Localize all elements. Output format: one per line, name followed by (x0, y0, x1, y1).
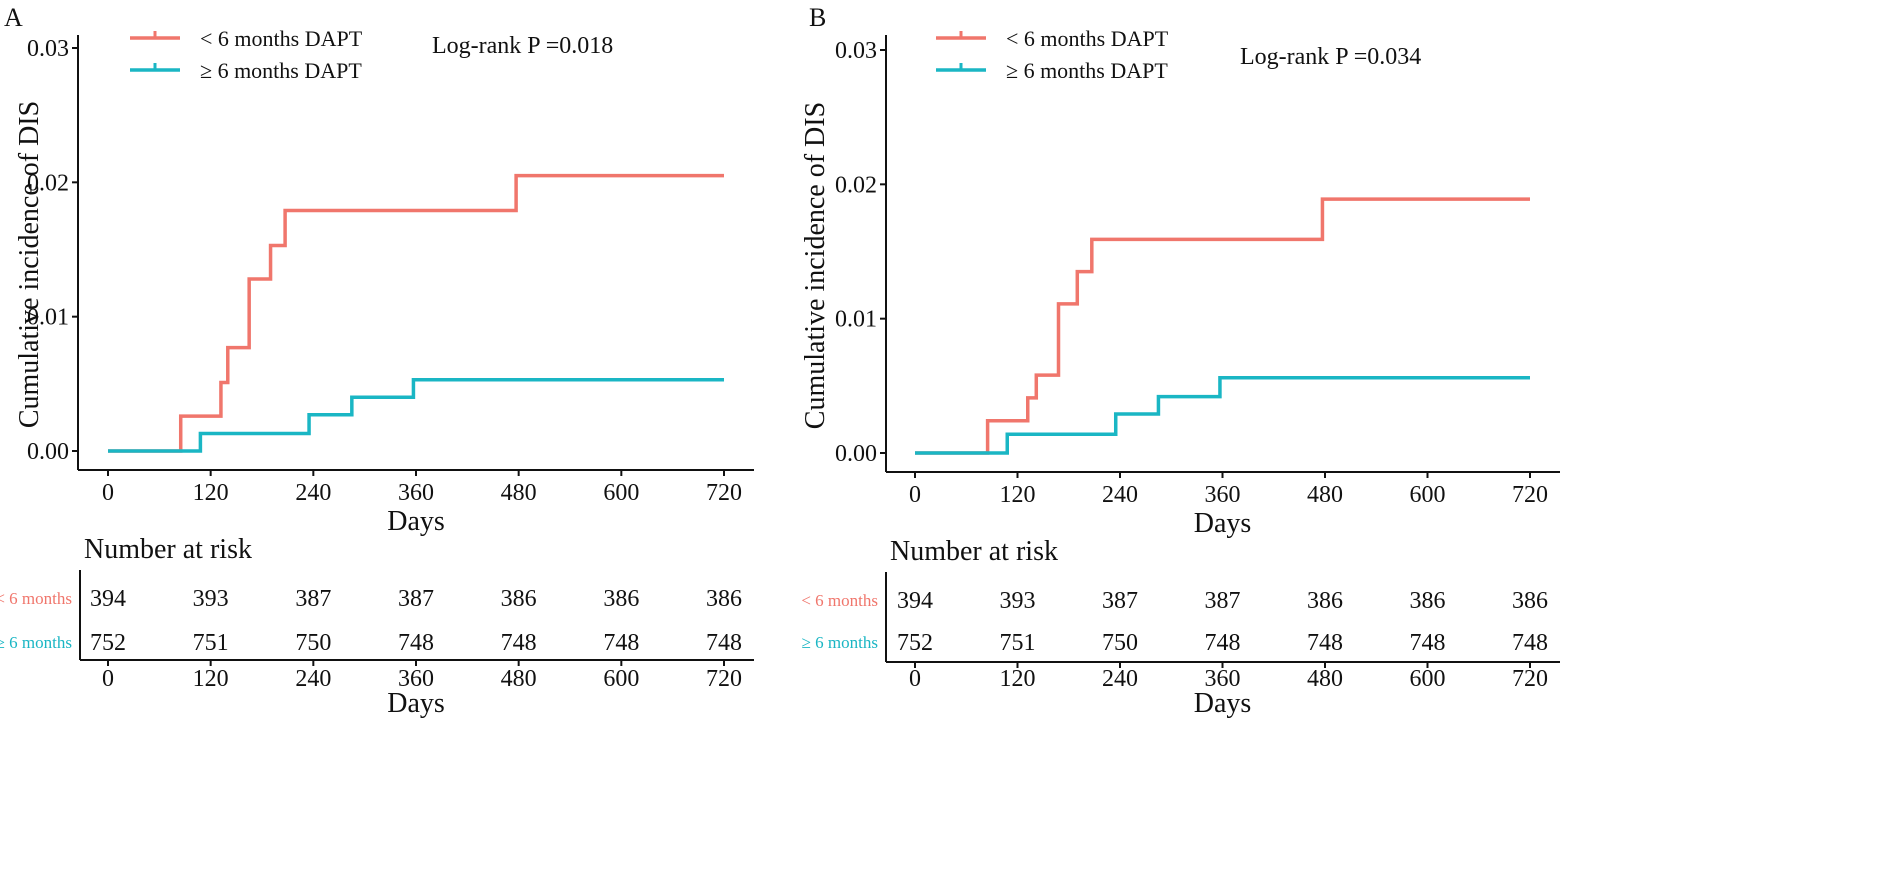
risk-row-label: < 6 months (0, 589, 72, 608)
risk-value: 386 (1307, 588, 1343, 614)
series-line-lt6 (915, 197, 1530, 455)
x-tick-label: 120 (193, 480, 229, 506)
risk-value: 748 (1512, 630, 1548, 656)
risk-value: 386 (603, 586, 639, 612)
risk-row-label: < 6 months (801, 591, 878, 610)
risk-x-tick-label: 720 (706, 666, 742, 692)
risk-value: 387 (398, 586, 434, 612)
x-tick-label: 360 (398, 480, 434, 506)
y-tick-label: 0.00 (27, 439, 69, 465)
x-tick-label: 0 (909, 482, 921, 508)
y-tick-label: 0.03 (27, 36, 69, 62)
panel-a: A 0.00 0.01 0.02 0.03 0 120 240 360 480 600 720 Days… (0, 3, 754, 719)
risk-value: 386 (501, 586, 537, 612)
risk-value: 748 (1205, 630, 1241, 656)
x-tick-label: 480 (1307, 482, 1343, 508)
x-tick-label: 720 (1512, 482, 1548, 508)
panel-label: A (4, 3, 23, 32)
x-tick-label: 480 (501, 480, 537, 506)
logrank-annotation: Log-rank P =0.018 (432, 33, 613, 59)
risk-value: 748 (1410, 630, 1446, 656)
risk-value: 752 (90, 630, 126, 656)
risk-table-title: Number at risk (890, 536, 1058, 567)
risk-value: 750 (1102, 630, 1138, 656)
risk-x-tick-label: 480 (501, 666, 537, 692)
series-line-ge6 (915, 376, 1530, 455)
x-axis-title: Days (1194, 508, 1252, 539)
risk-value: 748 (501, 630, 537, 656)
y-tick-label: 0.00 (835, 441, 877, 467)
x-tick-label: 0 (102, 480, 114, 506)
panel-label: B (809, 3, 826, 32)
y-axis-title: Cumulative incidence of DIS (14, 101, 45, 428)
risk-x-tick-label: 600 (1410, 666, 1446, 692)
risk-value: 393 (193, 586, 229, 612)
risk-value: 393 (1000, 588, 1036, 614)
legend-label: ≥ 6 months DAPT (1006, 58, 1168, 83)
risk-value: 386 (1410, 588, 1446, 614)
y-axis-title: Cumulative incidence of DIS (800, 102, 831, 429)
series-line-lt6 (108, 173, 724, 453)
risk-x-tick-label: 240 (295, 666, 331, 692)
x-tick-label: 720 (706, 480, 742, 506)
legend-label: < 6 months DAPT (1006, 26, 1169, 51)
legend-label: ≥ 6 months DAPT (200, 58, 362, 83)
risk-x-tick-label: 120 (1000, 666, 1036, 692)
x-tick-label: 240 (1102, 482, 1138, 508)
risk-value: 751 (1000, 630, 1036, 656)
risk-x-axis-title: Days (387, 688, 445, 719)
risk-x-tick-label: 240 (1102, 666, 1138, 692)
risk-x-tick-label: 360 (398, 666, 434, 692)
risk-table-title: Number at risk (84, 534, 252, 565)
risk-value: 387 (1102, 588, 1138, 614)
x-axis-title: Days (387, 506, 445, 537)
risk-row-label: ≥ 6 months (802, 633, 878, 652)
risk-value: 387 (1205, 588, 1241, 614)
risk-value: 394 (897, 588, 933, 614)
x-tick-label: 600 (1410, 482, 1446, 508)
y-tick-label: 0.01 (835, 307, 877, 333)
risk-value: 751 (193, 630, 229, 656)
x-tick-label: 240 (295, 480, 331, 506)
risk-x-tick-label: 120 (193, 666, 229, 692)
y-tick-label: 0.02 (835, 172, 877, 198)
risk-value: 394 (90, 586, 126, 612)
risk-x-tick-label: 480 (1307, 666, 1343, 692)
risk-x-tick-label: 360 (1205, 666, 1241, 692)
x-tick-label: 360 (1205, 482, 1241, 508)
risk-value: 386 (1512, 588, 1548, 614)
panel-b: B 0.00 0.01 0.02 0.03 0 120 240 360 480 600 720 Days… (800, 3, 1560, 719)
risk-value: 748 (706, 630, 742, 656)
series-line-ge6 (108, 378, 724, 453)
risk-value: 748 (1307, 630, 1343, 656)
risk-value: 748 (603, 630, 639, 656)
risk-x-axis-title: Days (1194, 688, 1252, 719)
risk-value: 386 (706, 586, 742, 612)
risk-value: 748 (398, 630, 434, 656)
y-tick-label: 0.02 (27, 170, 69, 196)
risk-row-label: ≥ 6 months (0, 633, 72, 652)
risk-x-tick-label: 0 (909, 666, 921, 692)
risk-x-tick-label: 600 (603, 666, 639, 692)
x-tick-label: 600 (603, 480, 639, 506)
risk-x-tick-label: 0 (102, 666, 114, 692)
risk-value: 750 (295, 630, 331, 656)
y-tick-label: 0.03 (835, 38, 877, 64)
risk-value: 387 (295, 586, 331, 612)
x-tick-label: 120 (1000, 482, 1036, 508)
risk-x-tick-label: 720 (1512, 666, 1548, 692)
logrank-annotation: Log-rank P =0.034 (1240, 44, 1421, 70)
legend-label: < 6 months DAPT (200, 26, 363, 51)
y-tick-label: 0.01 (27, 305, 69, 331)
risk-value: 752 (897, 630, 933, 656)
